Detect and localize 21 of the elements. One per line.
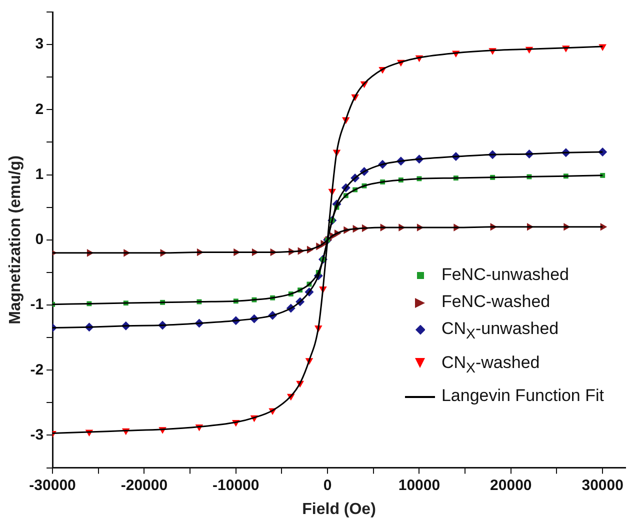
legend-label: FeNC-washed bbox=[441, 292, 550, 312]
x-tick-label: 20000 bbox=[490, 476, 532, 494]
legend-label: Langevin Function Fit bbox=[441, 386, 604, 405]
x-tick-label: -10000 bbox=[212, 476, 260, 494]
y-tick-label: -2 bbox=[30, 361, 44, 378]
y-tick-label: -3 bbox=[30, 426, 44, 444]
x-tick-label: -20000 bbox=[120, 476, 168, 494]
y-tick-label: -1 bbox=[30, 296, 44, 314]
legend-label: FeNC-unwashed bbox=[441, 265, 570, 284]
x-axis-title: Field (Oe) bbox=[302, 500, 376, 518]
y-axis-title: Magnetization (emu/g) bbox=[7, 155, 24, 324]
x-tick-label: 0 bbox=[323, 476, 332, 494]
y-tick-label: 2 bbox=[35, 100, 44, 118]
x-tick-label: 10000 bbox=[398, 476, 440, 494]
x-tick-label: 30000 bbox=[582, 476, 624, 494]
legend-label: CN$_{X}$-washed bbox=[441, 352, 540, 376]
y-tick-label: 1 bbox=[35, 166, 44, 183]
legend-label: CN$_{X}$-unwashed bbox=[441, 319, 559, 343]
y-tick-label: 0 bbox=[35, 231, 44, 248]
x-tick-label: -30000 bbox=[29, 476, 76, 494]
y-tick-label: 3 bbox=[35, 36, 44, 53]
